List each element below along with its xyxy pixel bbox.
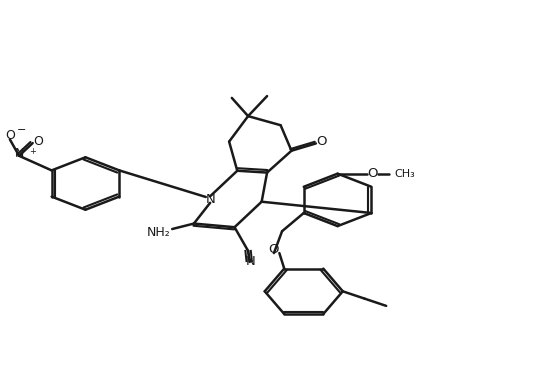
Text: O: O [269, 243, 279, 256]
Text: NH₂: NH₂ [147, 226, 171, 239]
Text: N: N [246, 255, 256, 268]
Text: O: O [5, 129, 15, 142]
Text: CH₃: CH₃ [395, 169, 415, 179]
Text: +: + [29, 146, 36, 156]
Text: O: O [367, 167, 378, 180]
Text: O: O [316, 135, 326, 148]
Text: N: N [14, 148, 24, 160]
Text: O: O [33, 135, 43, 148]
Text: −: − [17, 125, 27, 135]
Text: N: N [205, 193, 215, 206]
